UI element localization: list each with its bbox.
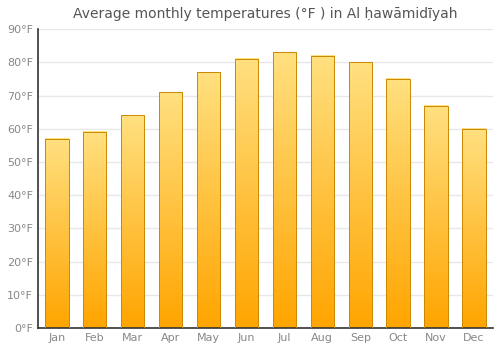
Bar — [197, 72, 220, 328]
Bar — [424, 105, 448, 328]
Bar — [272, 52, 296, 328]
Bar — [45, 139, 68, 328]
Title: Average monthly temperatures (°F ) in Al ḥawāmidīyah: Average monthly temperatures (°F ) in Al… — [73, 7, 458, 21]
Bar — [386, 79, 410, 328]
Bar — [121, 116, 144, 328]
Bar — [348, 62, 372, 328]
Bar — [234, 59, 258, 328]
Bar — [462, 129, 486, 328]
Bar — [83, 132, 106, 328]
Bar — [159, 92, 182, 328]
Bar — [310, 56, 334, 328]
